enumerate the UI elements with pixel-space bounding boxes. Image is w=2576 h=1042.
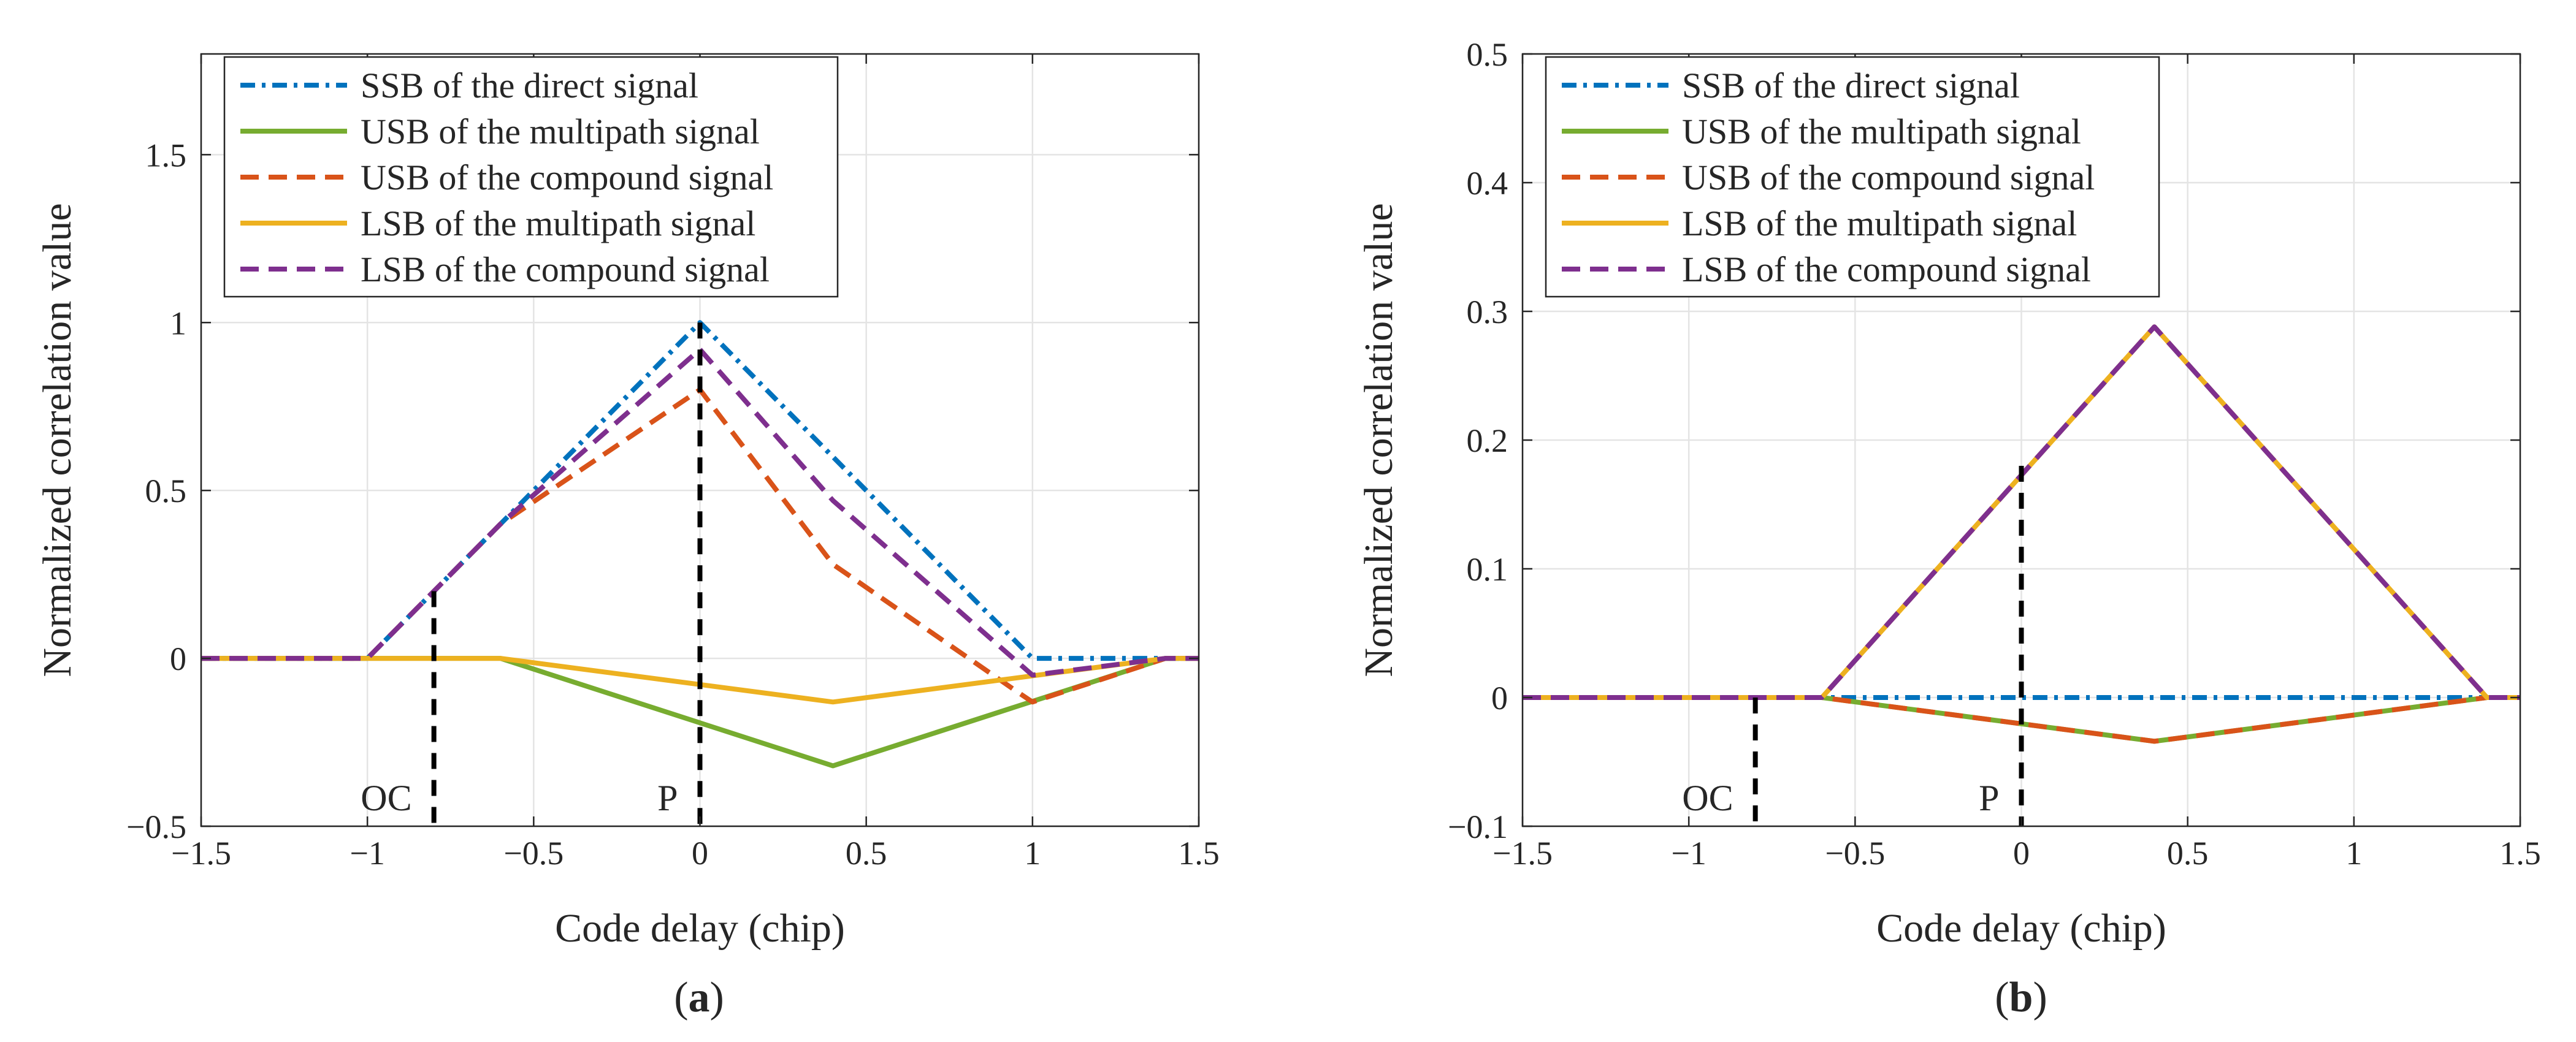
y-tick-label: −0.5	[126, 808, 186, 845]
y-axis-label: Normalized correlation value	[1356, 203, 1401, 677]
legend-label-2: USB of the multipath signal	[1682, 112, 2081, 151]
legend-label-3: USB of the compound signal	[361, 158, 773, 197]
x-tick-label: 0	[2013, 835, 2030, 872]
y-tick-label: 1.5	[145, 137, 187, 173]
x-tick-label: −0.5	[1825, 835, 1885, 872]
legend-label-1: SSB of the direct signal	[1682, 66, 2020, 105]
legend-label-4: LSB of the multipath signal	[1682, 203, 2077, 243]
legend-label-5: LSB of the compound signal	[1682, 249, 2091, 289]
y-tick-label: 0.2	[1467, 422, 1508, 459]
y-tick-label: 0.1	[1467, 551, 1508, 588]
legend-label-2: USB of the multipath signal	[361, 112, 760, 151]
x-tick-label: 0.5	[846, 835, 887, 872]
chart-a: OC P −1.5 −1 −0.5 0 0.5 1 1.5 −0.5 0 0.5 1 1.5 Code de…	[35, 53, 1220, 1021]
panel-caption: (a)	[674, 974, 724, 1021]
legend: SSB of the direct signal USB of the multi…	[223, 56, 839, 298]
x-tick-label: 1	[2345, 835, 2362, 872]
x-tick-label: 1.5	[2499, 835, 2541, 872]
panel-caption: (b)	[1995, 974, 2047, 1021]
legend-label-1: SSB of the direct signal	[361, 66, 698, 105]
caption-close: )	[2033, 974, 2047, 1021]
chart-b: OC P −1.5 −1 −0.5 0 0.5 1 1.5 −0.1 0 0.1 0.2 0.3 0.4 0.…	[1356, 36, 2541, 1021]
y-tick-label: 0.3	[1467, 294, 1508, 330]
series-line-5	[201, 347, 1199, 678]
x-axis-label: Code delay (chip)	[1876, 906, 2166, 951]
x-tick-label: 0	[692, 835, 708, 872]
x-tick-label: 1.5	[1178, 835, 1220, 872]
caption-close: )	[710, 974, 724, 1021]
y-tick-label: 0.4	[1467, 165, 1508, 202]
y-tick-label: 0.5	[1467, 36, 1508, 73]
series-group	[1523, 324, 2520, 744]
caption-open: (	[1995, 974, 2009, 1021]
caption-letter: b	[2009, 974, 2033, 1021]
marker-label-oc: OC	[361, 778, 411, 818]
legend-label-3: USB of the compound signal	[1682, 158, 2095, 197]
legend: SSB of the direct signal USB of the multi…	[1545, 56, 2160, 298]
x-tick-label: −1.5	[1492, 835, 1553, 872]
series-line-5	[1523, 324, 2520, 700]
x-tick-label: −1.5	[171, 835, 231, 872]
y-tick-label: 1	[170, 305, 186, 341]
caption-open: (	[674, 974, 688, 1021]
marker-label-oc: OC	[1682, 778, 1733, 818]
y-axis-label: Normalized correlation value	[35, 203, 80, 677]
x-tick-label: −1	[350, 835, 384, 872]
marker-label-p: P	[657, 778, 678, 818]
x-tick-label: 0.5	[2167, 835, 2209, 872]
x-tick-label: −0.5	[503, 835, 564, 872]
series-line-4	[201, 656, 1199, 705]
legend-label-4: LSB of the multipath signal	[361, 203, 755, 243]
x-axis-label: Code delay (chip)	[555, 906, 845, 951]
y-tick-label: 0	[170, 641, 186, 677]
caption-letter: a	[689, 974, 710, 1021]
marker-label-p: P	[1979, 778, 1999, 818]
y-tick-label: −0.1	[1448, 808, 1508, 845]
legend-label-5: LSB of the compound signal	[361, 249, 770, 289]
y-tick-label: 0.5	[145, 473, 187, 509]
x-tick-label: −1	[1671, 835, 1706, 872]
y-tick-label: 0	[1491, 680, 1508, 717]
x-tick-label: 1	[1024, 835, 1041, 872]
